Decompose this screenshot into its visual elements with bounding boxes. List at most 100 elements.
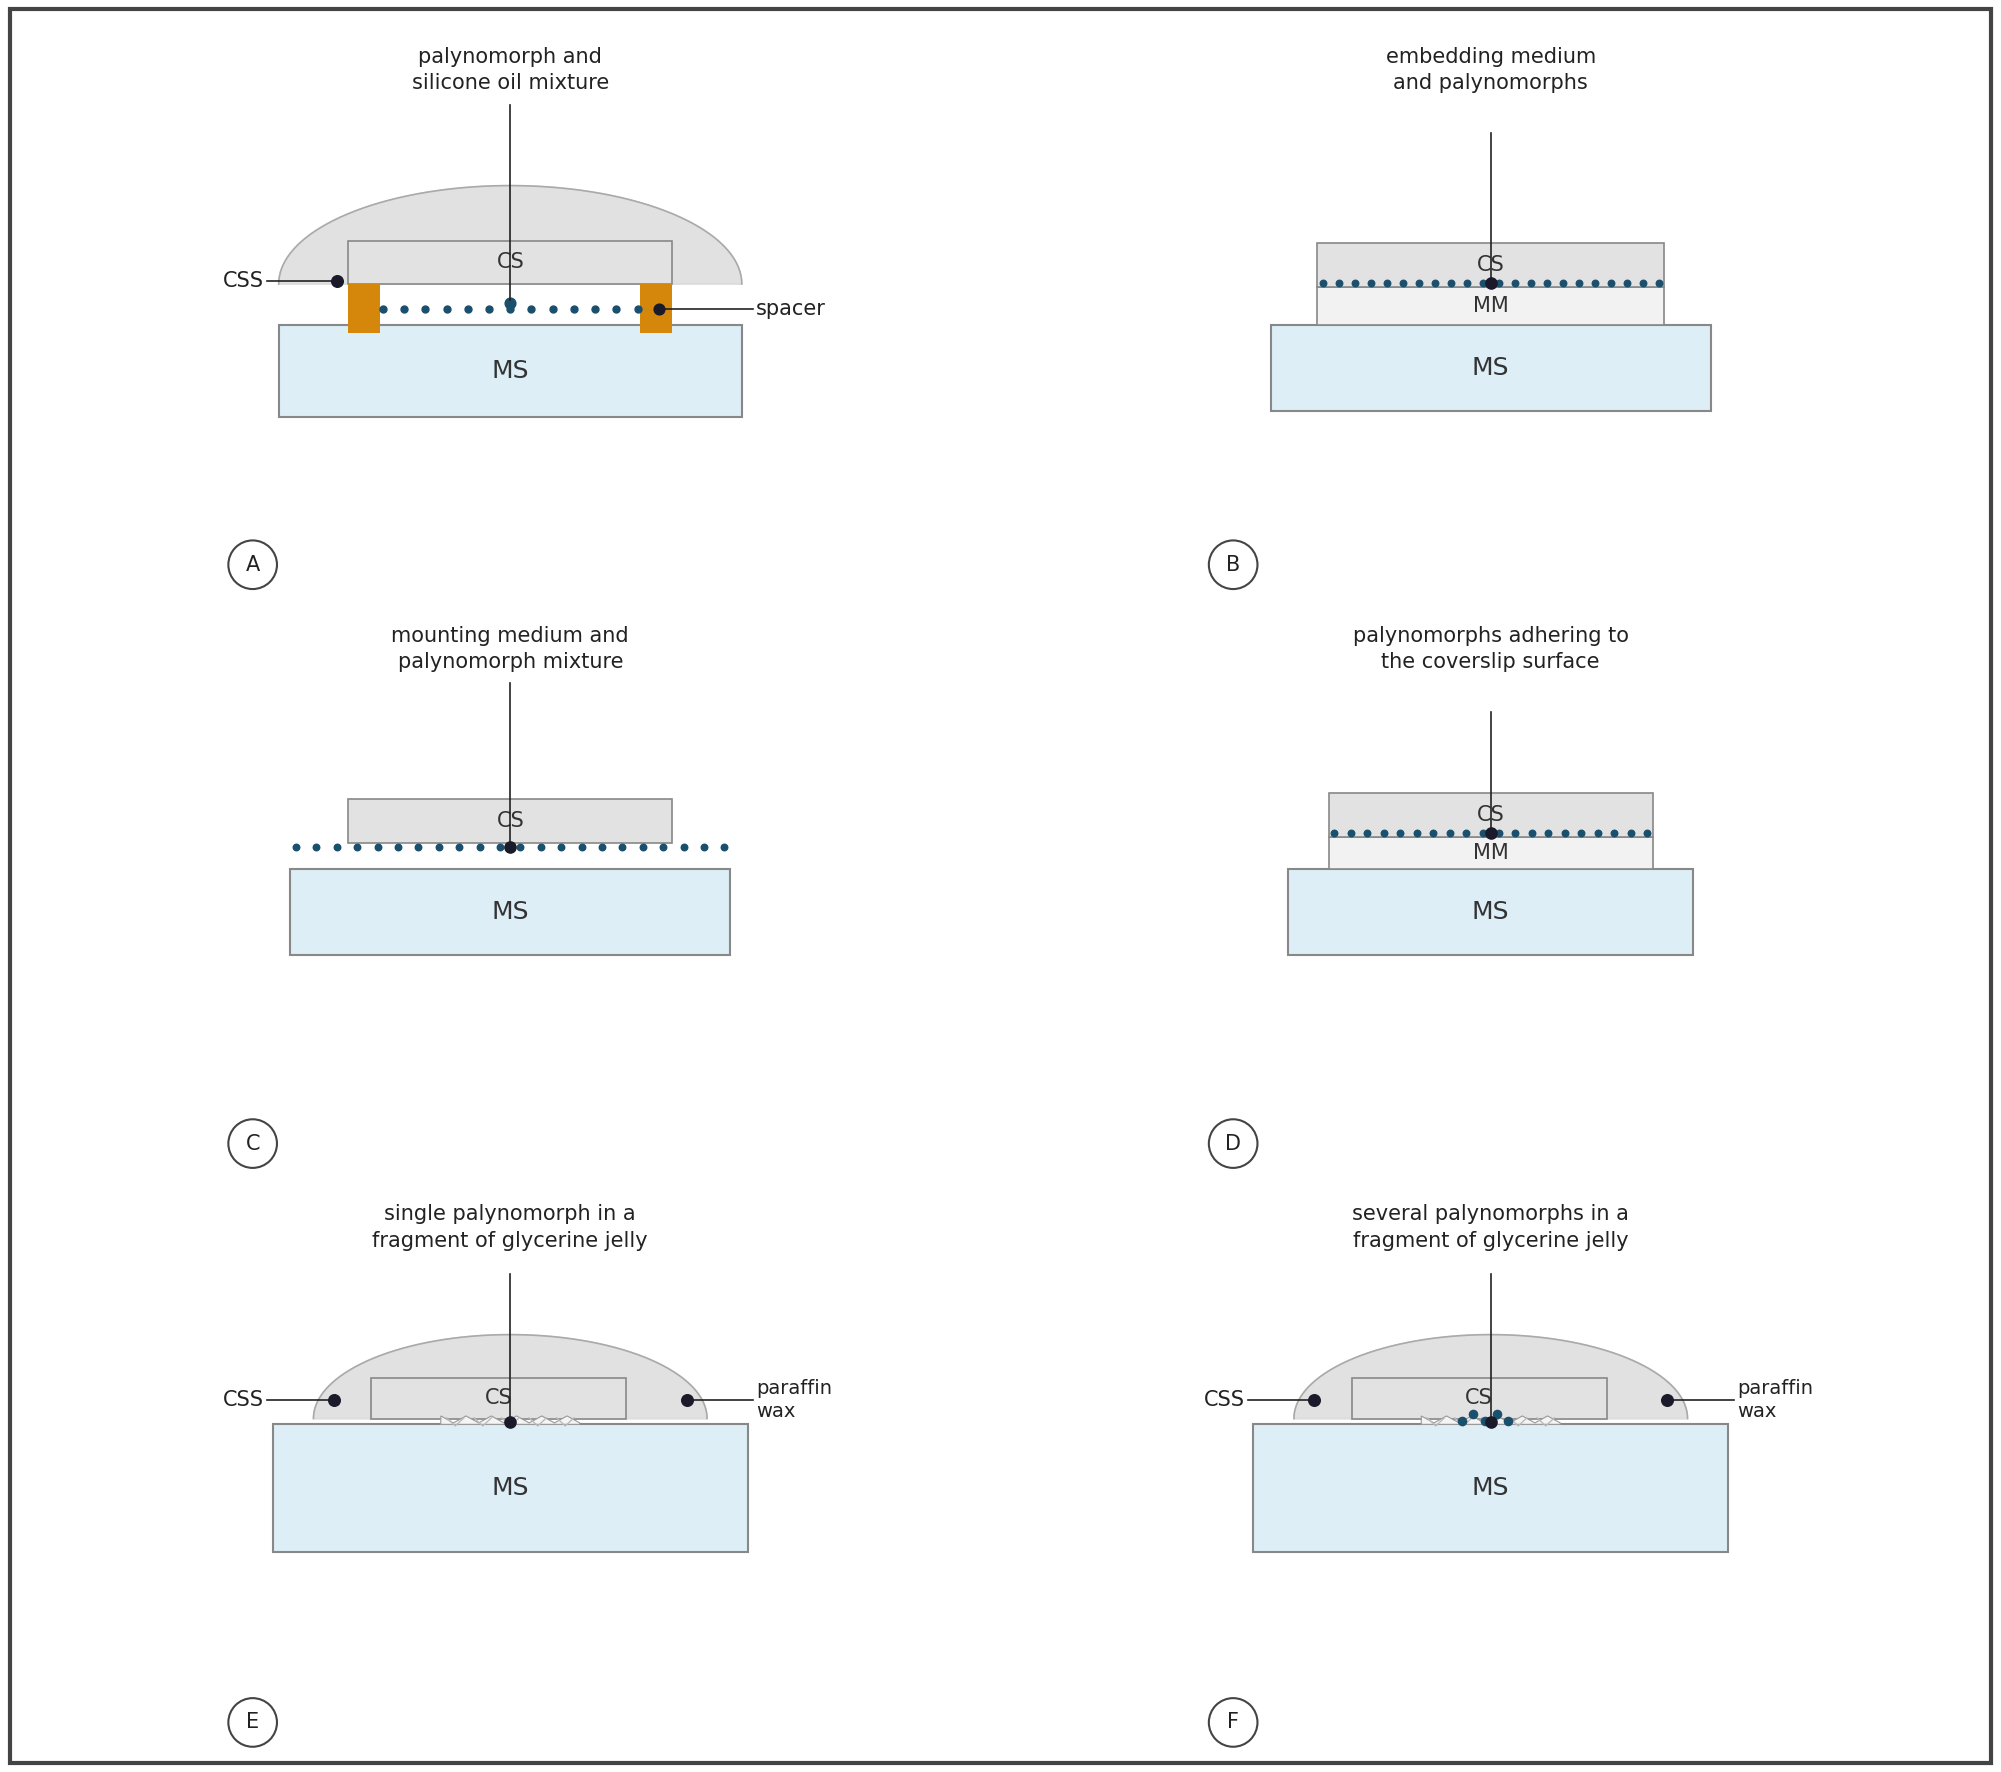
Text: palynomorphs adhering to
the coverslip surface: palynomorphs adhering to the coverslip s… — [1353, 626, 1629, 672]
Point — [606, 833, 638, 861]
Text: MS: MS — [1473, 356, 1509, 379]
Text: MS: MS — [492, 358, 528, 383]
Circle shape — [1209, 540, 1257, 588]
Point — [388, 294, 420, 323]
Point — [1355, 269, 1387, 298]
Bar — [278, 324, 742, 416]
Circle shape — [228, 1698, 276, 1747]
Point — [1475, 819, 1507, 847]
Point — [536, 294, 568, 323]
Point — [1433, 819, 1465, 847]
Point — [668, 833, 700, 861]
Bar — [372, 1379, 626, 1419]
Point — [1385, 819, 1417, 847]
Point — [452, 294, 484, 323]
Point — [1457, 1400, 1489, 1428]
Point — [1419, 269, 1451, 298]
Text: MM: MM — [1473, 296, 1509, 315]
Text: MS: MS — [492, 900, 528, 923]
Point — [1481, 1400, 1513, 1428]
Point — [1581, 819, 1613, 847]
Point — [1369, 819, 1401, 847]
Bar — [272, 1425, 748, 1552]
Point — [342, 833, 374, 861]
Polygon shape — [1421, 1416, 1561, 1425]
Point — [1565, 819, 1597, 847]
Text: CS: CS — [1477, 804, 1505, 826]
Text: single palynomorph in a
fragment of glycerine jelly: single palynomorph in a fragment of glyc… — [372, 1205, 648, 1251]
Bar — [348, 284, 380, 333]
Point — [410, 294, 442, 323]
Circle shape — [1209, 1120, 1257, 1168]
Point — [544, 833, 576, 861]
Text: C: C — [246, 1134, 260, 1154]
Point — [494, 294, 526, 323]
Point — [320, 268, 352, 296]
Text: CS: CS — [496, 812, 524, 831]
Point — [1451, 269, 1483, 298]
Text: paraffin
wax: paraffin wax — [1737, 1379, 1813, 1421]
Point — [1517, 819, 1549, 847]
Point — [1499, 819, 1531, 847]
Point — [1547, 269, 1579, 298]
Point — [1595, 269, 1627, 298]
Point — [1371, 269, 1403, 298]
Point — [516, 294, 548, 323]
Point — [1611, 269, 1643, 298]
Point — [494, 1407, 526, 1435]
Point — [1417, 819, 1449, 847]
Point — [1615, 819, 1647, 847]
Text: CS: CS — [484, 1387, 512, 1409]
Bar — [640, 284, 672, 333]
Point — [1469, 1407, 1501, 1435]
Point — [504, 833, 536, 861]
Text: spacer: spacer — [756, 299, 826, 319]
Point — [1467, 819, 1499, 847]
Point — [1401, 819, 1433, 847]
Point — [1599, 819, 1631, 847]
Point — [708, 833, 740, 861]
Text: B: B — [1227, 555, 1241, 574]
Point — [1631, 819, 1663, 847]
Text: embedding medium
and palynomorphs: embedding medium and palynomorphs — [1385, 46, 1597, 94]
Point — [524, 833, 556, 861]
Point — [566, 833, 598, 861]
Point — [1563, 269, 1595, 298]
Text: MS: MS — [1473, 900, 1509, 923]
Text: several palynomorphs in a
fragment of glycerine jelly: several palynomorphs in a fragment of gl… — [1353, 1205, 1629, 1251]
Bar — [1329, 794, 1653, 836]
Bar — [1317, 243, 1665, 287]
Text: A: A — [246, 555, 260, 574]
Point — [280, 833, 312, 861]
Point — [422, 833, 454, 861]
Text: D: D — [1225, 1134, 1241, 1154]
Circle shape — [228, 1120, 276, 1168]
Text: E: E — [246, 1712, 260, 1733]
Point — [1627, 269, 1659, 298]
Point — [1579, 269, 1611, 298]
Point — [670, 1386, 702, 1414]
Text: CSS: CSS — [1205, 1389, 1245, 1411]
Bar — [348, 799, 672, 843]
Point — [1493, 1407, 1525, 1435]
Polygon shape — [278, 186, 742, 284]
Text: CS: CS — [1477, 255, 1505, 275]
Point — [1533, 819, 1565, 847]
Bar — [348, 241, 672, 284]
Point — [642, 294, 674, 323]
Point — [1451, 819, 1483, 847]
Text: mounting medium and
palynomorph mixture: mounting medium and palynomorph mixture — [392, 626, 628, 672]
Point — [1643, 269, 1675, 298]
Point — [1515, 269, 1547, 298]
Point — [494, 1407, 526, 1435]
Point — [646, 833, 678, 861]
Point — [382, 833, 414, 861]
Point — [1475, 269, 1507, 298]
Bar — [1353, 1379, 1607, 1419]
Text: F: F — [1227, 1712, 1239, 1733]
Point — [1387, 269, 1419, 298]
Bar — [290, 868, 730, 955]
Point — [1499, 269, 1531, 298]
Point — [430, 294, 462, 323]
Point — [1531, 269, 1563, 298]
